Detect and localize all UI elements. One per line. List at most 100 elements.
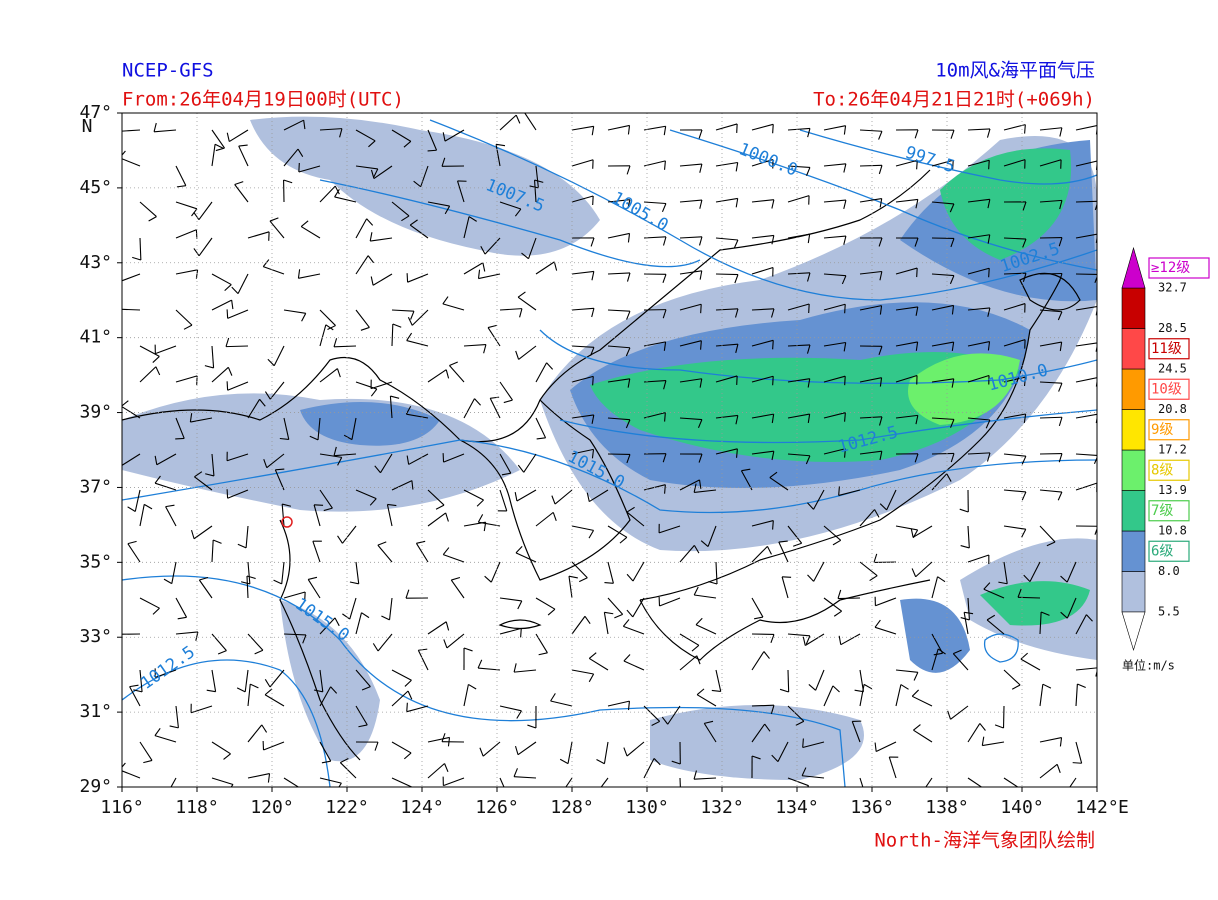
wind-barb-flag <box>340 758 349 764</box>
wind-barb-flag <box>122 400 129 407</box>
wind-barb-flag <box>937 648 946 655</box>
wind-barb <box>859 416 882 419</box>
wind-barb <box>427 489 445 506</box>
wind-barb-flag <box>240 581 250 585</box>
y-tick-label: 31° <box>79 701 112 722</box>
wind-barb-flag <box>913 724 921 731</box>
wind-barb-flag <box>369 232 373 242</box>
wind-barb <box>444 129 465 142</box>
wind-barb-flag <box>763 651 770 659</box>
wind-barb <box>355 561 360 584</box>
wind-barb <box>837 597 861 600</box>
wind-barb <box>607 417 630 421</box>
wind-barb <box>139 669 143 692</box>
wind-barb <box>319 453 342 458</box>
wind-barb <box>427 512 447 527</box>
wind-barb <box>463 343 486 347</box>
wind-barb <box>198 237 213 257</box>
wind-barb <box>391 309 414 312</box>
wind-barb-flag <box>264 679 271 688</box>
wind-barb <box>912 525 933 538</box>
wind-barb <box>1039 763 1058 779</box>
wind-barb-flag <box>246 575 256 580</box>
wind-barb-flag <box>953 649 962 655</box>
wind-barb-flag <box>323 507 333 512</box>
wind-barb <box>823 163 846 167</box>
wind-barb-flag <box>771 414 775 424</box>
wind-barb <box>478 667 501 671</box>
wind-barb <box>983 588 1005 599</box>
wind-barb-flag <box>772 124 774 134</box>
wind-barb-flag <box>625 419 631 429</box>
wind-barb <box>751 651 765 671</box>
wind-barb-flag <box>914 237 919 247</box>
colorbar-segment <box>1121 409 1146 451</box>
wind-barb-flag <box>663 341 667 351</box>
wind-barb-flag <box>409 219 418 226</box>
wind-barb <box>694 777 717 780</box>
colorbar-segment <box>1121 490 1146 532</box>
wind-barb-flag <box>627 199 631 209</box>
wind-barb-flag <box>741 468 751 472</box>
y-tick-label: 29° <box>79 776 112 797</box>
wind-barb-flag <box>832 685 840 693</box>
wind-barb <box>463 216 470 239</box>
wind-barb <box>679 236 702 239</box>
wind-barb <box>679 163 702 167</box>
wind-barb <box>317 417 321 440</box>
wind-barb-flag <box>843 163 847 173</box>
wind-barb-flag <box>807 574 815 582</box>
wind-barb <box>567 741 573 764</box>
wind-barb-flag <box>1059 342 1063 352</box>
wind-barb-flag <box>771 451 775 461</box>
x-tick-label: 134° <box>775 797 818 818</box>
wind-barb-flag <box>662 274 667 284</box>
wind-barb-flag <box>623 747 628 757</box>
wind-barb-flag <box>403 752 412 760</box>
wind-barb-flag <box>1015 790 1022 796</box>
wind-barb <box>391 741 412 754</box>
wind-barb <box>300 226 321 239</box>
wind-barb <box>787 195 810 203</box>
wind-barb <box>211 129 225 149</box>
wind-barb-flag <box>988 268 990 278</box>
y-tick-label: 33° <box>79 626 112 647</box>
wind-barb-flag <box>517 291 526 298</box>
colorbar-segment <box>1121 287 1146 329</box>
wind-barb-flag <box>661 716 669 725</box>
wind-barb-flag <box>900 684 909 690</box>
wind-barb <box>211 453 215 476</box>
wind-barb <box>715 669 722 692</box>
wind-barb-flag <box>664 412 666 422</box>
wind-barb <box>925 777 933 787</box>
wind-barb-flag <box>1060 611 1068 619</box>
wind-barb-flag <box>914 789 919 796</box>
wind-barb-flag <box>1058 453 1063 463</box>
wind-barb-flag <box>477 659 483 669</box>
wind-barb <box>769 477 789 491</box>
wind-barb <box>1017 596 1041 599</box>
wind-barb-flag <box>416 540 426 544</box>
wind-barb <box>696 694 717 707</box>
wind-barb <box>787 705 805 722</box>
wind-barb-flag <box>339 128 343 138</box>
wind-barb-flag <box>879 451 883 461</box>
wind-barb-flag <box>627 701 630 711</box>
wind-barb-flag <box>793 542 802 547</box>
wind-barb <box>740 470 753 491</box>
wind-barb-flag <box>874 742 877 752</box>
wind-barb-flag <box>443 639 448 649</box>
wind-barb <box>859 377 882 383</box>
wind-barb <box>895 267 918 275</box>
wind-barb <box>554 489 573 505</box>
wind-barb-flag <box>771 754 779 762</box>
wind-barb <box>643 341 666 347</box>
grade-label: 11级 <box>1151 341 1182 357</box>
wind-barb-flag <box>301 313 307 322</box>
wind-barb-flag <box>844 448 846 458</box>
wind-barb <box>571 195 594 203</box>
wind-barb <box>449 365 465 383</box>
wind-barb <box>1039 416 1063 419</box>
wind-barb <box>515 552 537 563</box>
wind-barb <box>626 511 645 527</box>
